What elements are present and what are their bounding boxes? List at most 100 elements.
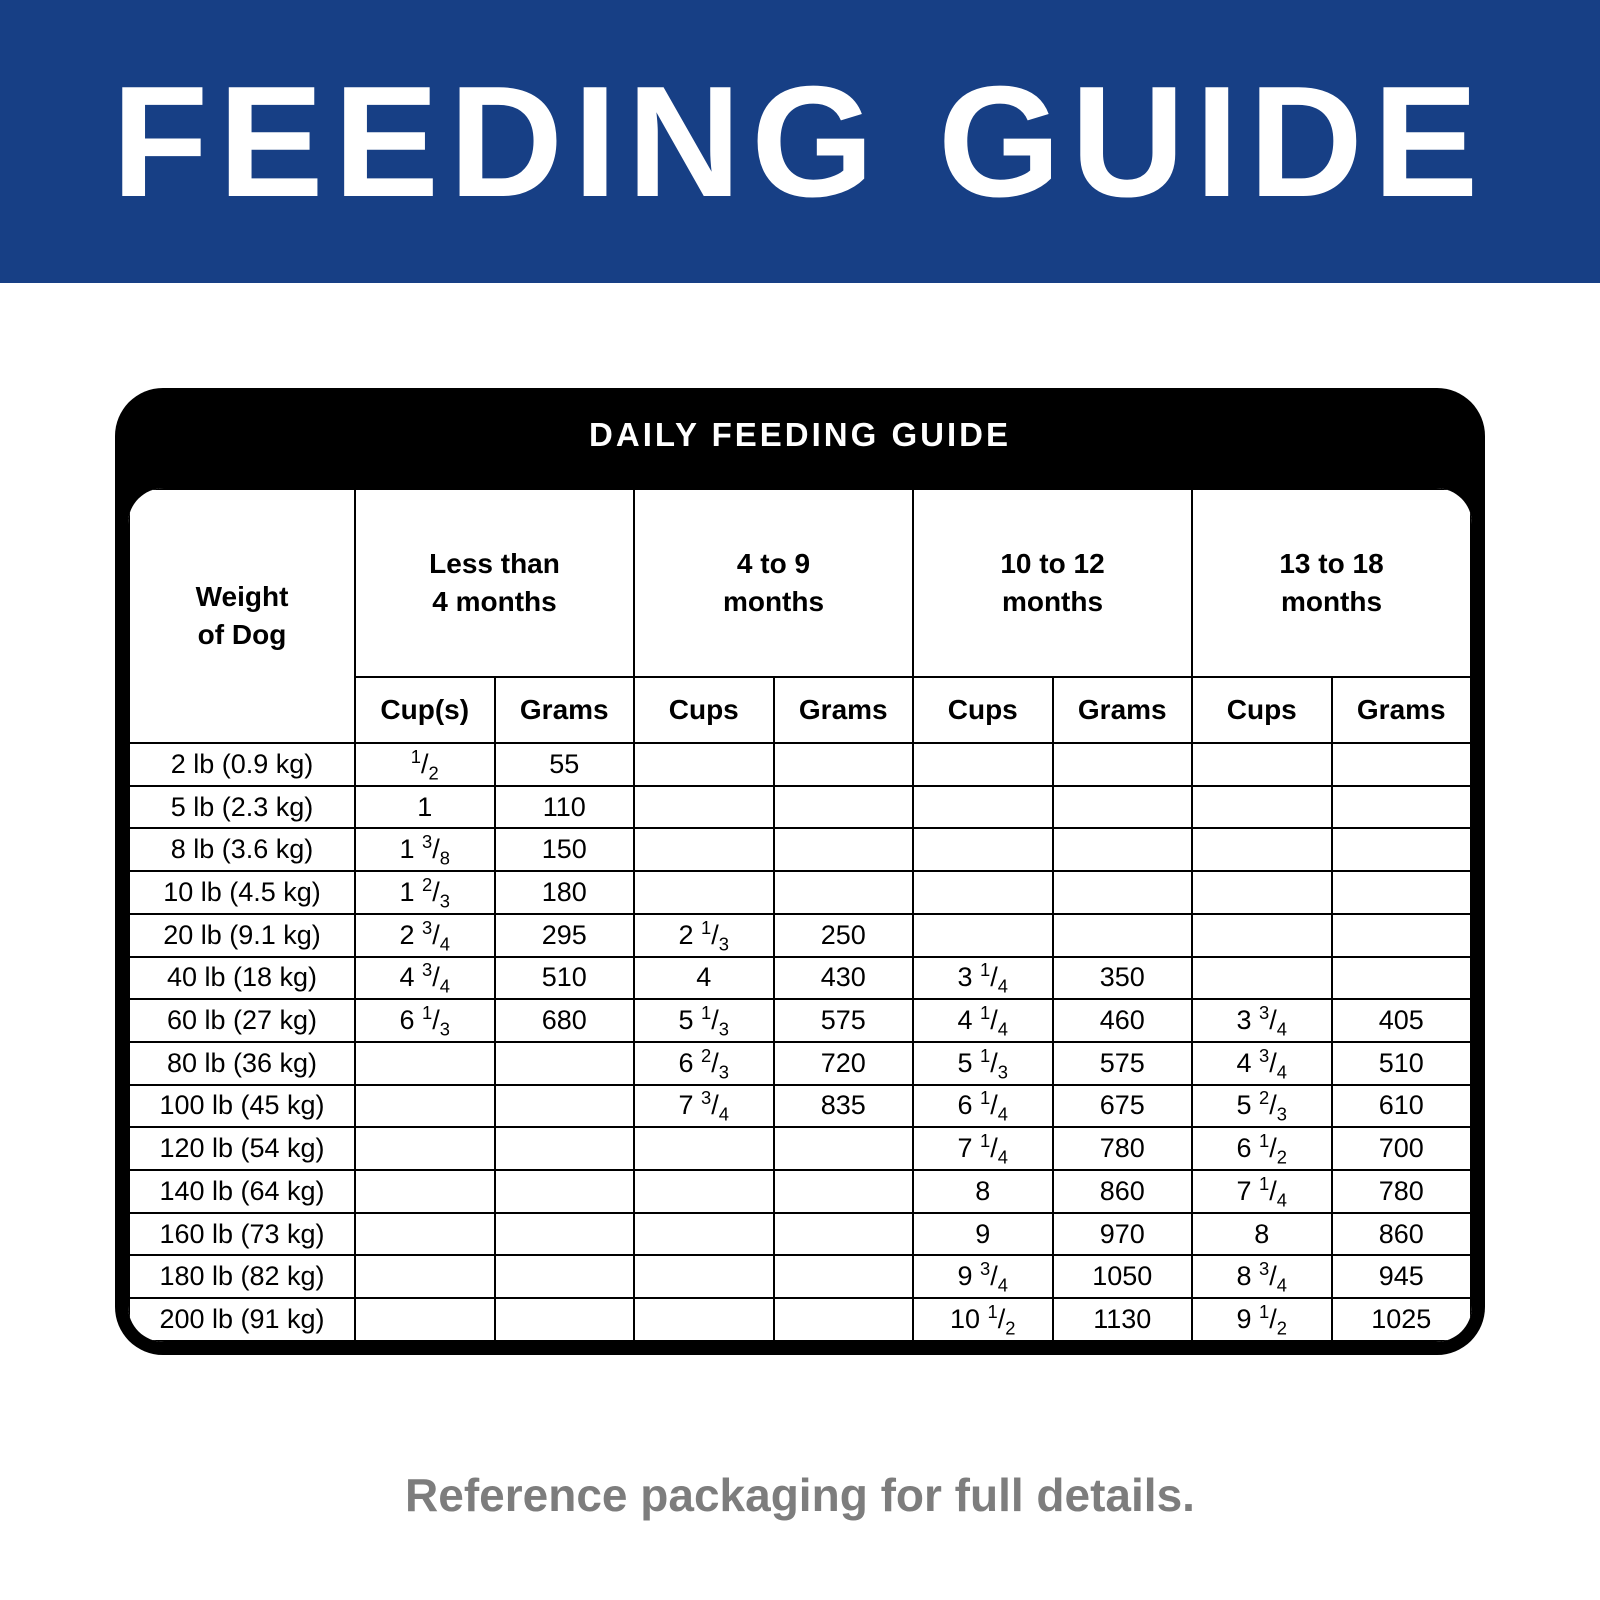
data-cell: [772, 827, 914, 873]
table-row: 80 lb (36 kg) 6 2/3 720 5 1/3 575 4 3/4 510: [128, 1040, 1472, 1086]
weight-cell: 2 lb (0.9 kg): [128, 742, 356, 787]
weight-cell: 200 lb (91 kg): [128, 1297, 356, 1342]
data-cell: [912, 742, 1054, 787]
data-cell: [493, 1040, 635, 1086]
data-cell: 430: [772, 955, 914, 1001]
data-cell: 780: [1330, 1169, 1472, 1214]
data-cell: [633, 742, 775, 787]
data-cell: 575: [772, 998, 914, 1043]
data-cell: 4 3/4: [1191, 1040, 1333, 1086]
data-cell: 835: [772, 1083, 914, 1129]
data-cell: [493, 1297, 635, 1342]
data-cell: 7 1/4: [912, 1126, 1054, 1172]
data-cell: 55: [493, 742, 635, 787]
data-cell: 180: [493, 870, 635, 915]
data-cell: 6 1/2: [1191, 1126, 1333, 1172]
weight-cell: 60 lb (27 kg): [128, 998, 356, 1043]
data-cell: 1: [354, 784, 496, 830]
data-cell: 4 1/4: [912, 998, 1054, 1043]
table-row: 40 lb (18 kg) 4 3/4 510 4 430 3 1/4 350: [128, 955, 1472, 1001]
data-cell: [633, 1126, 775, 1172]
data-cell: [912, 827, 1054, 873]
data-cell: 1025: [1330, 1297, 1472, 1342]
unit-header-2-cups: Cups: [912, 676, 1054, 744]
table-row: 2 lb (0.9 kg) 1/2 55: [128, 742, 1472, 787]
data-cell: 945: [1330, 1254, 1472, 1300]
data-cell: 3 3/4: [1191, 998, 1333, 1043]
data-cell: [354, 1083, 496, 1129]
data-cell: 6 1/3: [354, 998, 496, 1043]
data-cell: 700: [1330, 1126, 1472, 1172]
data-cell: [354, 1297, 496, 1342]
data-cell: [912, 912, 1054, 958]
data-cell: [912, 870, 1054, 915]
data-cell: 8 3/4: [1191, 1254, 1333, 1300]
data-cell: [772, 1126, 914, 1172]
data-cell: [493, 1169, 635, 1214]
data-cell: [1191, 827, 1333, 873]
data-cell: 1050: [1051, 1254, 1193, 1300]
data-cell: 860: [1330, 1211, 1472, 1257]
data-cell: 6 1/4: [912, 1083, 1054, 1129]
data-cell: [354, 1126, 496, 1172]
table-row: 60 lb (27 kg) 6 1/3 680 5 1/3 575 4 1/4 460 3 3…: [128, 998, 1472, 1043]
data-cell: 6 2/3: [633, 1040, 775, 1086]
data-cell: 860: [1051, 1169, 1193, 1214]
table-row: 140 lb (64 kg) 8 860 7 1/4 780: [128, 1169, 1472, 1214]
weight-cell: 10 lb (4.5 kg): [128, 870, 356, 915]
page-title: FEEDING GUIDE: [111, 53, 1489, 230]
data-cell: [1191, 870, 1333, 915]
data-cell: [354, 1211, 496, 1257]
data-cell: 5 2/3: [1191, 1083, 1333, 1129]
age-group-header-3: 13 to 18 months: [1191, 488, 1472, 678]
weight-of-dog-header: Weight of Dog: [128, 488, 356, 744]
unit-header-2-grams: Grams: [1051, 676, 1193, 744]
data-cell: [1330, 784, 1472, 830]
data-cell: [354, 1040, 496, 1086]
data-cell: 510: [493, 955, 635, 1001]
unit-header-0-grams: Grams: [493, 676, 635, 744]
data-cell: [1330, 870, 1472, 915]
data-cell: [354, 1254, 496, 1300]
table-row: 180 lb (82 kg) 9 3/4 1050 8 3/4 945: [128, 1254, 1472, 1300]
data-cell: 610: [1330, 1083, 1472, 1129]
data-cell: 7 1/4: [1191, 1169, 1333, 1214]
data-cell: [1191, 742, 1333, 787]
data-cell: 970: [1051, 1211, 1193, 1257]
data-cell: [772, 1254, 914, 1300]
data-cell: 1130: [1051, 1297, 1193, 1342]
table-head: Weight of Dog Less than 4 months 4 to 9 mo…: [128, 488, 1472, 744]
table-row: 10 lb (4.5 kg) 1 2/3 180: [128, 870, 1472, 915]
table-row: 5 lb (2.3 kg) 1 110: [128, 784, 1472, 830]
data-cell: [1330, 912, 1472, 958]
data-cell: [633, 1169, 775, 1214]
age-group-header-2: 10 to 12 months: [912, 488, 1193, 678]
table-row: 8 lb (3.6 kg) 1 3/8 150: [128, 827, 1472, 873]
data-cell: 1/2: [354, 742, 496, 787]
data-cell: 250: [772, 912, 914, 958]
feeding-table-container: Weight of Dog Less than 4 months 4 to 9 mo…: [128, 488, 1472, 1342]
data-cell: 720: [772, 1040, 914, 1086]
data-cell: [493, 1254, 635, 1300]
weight-cell: 180 lb (82 kg): [128, 1254, 356, 1300]
data-cell: 9: [912, 1211, 1054, 1257]
data-cell: 8: [1191, 1211, 1333, 1257]
data-cell: 350: [1051, 955, 1193, 1001]
weight-cell: 160 lb (73 kg): [128, 1211, 356, 1257]
weight-cell: 120 lb (54 kg): [128, 1126, 356, 1172]
data-cell: [493, 1211, 635, 1257]
data-cell: [493, 1083, 635, 1129]
data-cell: [633, 784, 775, 830]
data-cell: [1051, 742, 1193, 787]
data-cell: [1051, 827, 1193, 873]
data-cell: 780: [1051, 1126, 1193, 1172]
data-cell: [1191, 784, 1333, 830]
data-cell: [772, 784, 914, 830]
data-cell: [1330, 742, 1472, 787]
weight-cell: 20 lb (9.1 kg): [128, 912, 356, 958]
data-cell: 5 1/3: [912, 1040, 1054, 1086]
unit-header-1-cups: Cups: [633, 676, 775, 744]
weight-cell: 80 lb (36 kg): [128, 1040, 356, 1086]
data-cell: [772, 1169, 914, 1214]
data-cell: [633, 827, 775, 873]
